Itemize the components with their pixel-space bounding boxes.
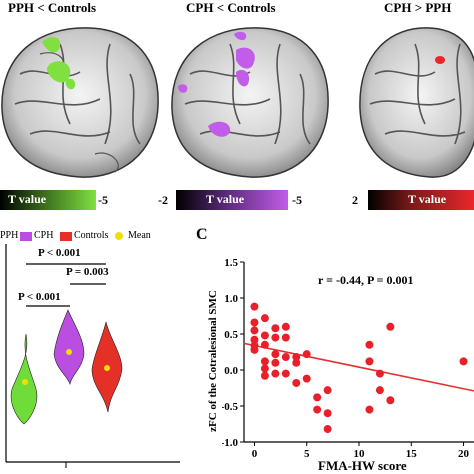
data-point	[260, 331, 269, 340]
colorbar-3-label: T value	[408, 192, 447, 206]
scatter-plot: 1.5 1.0 0.5 0.0 -0.5 -1.0 0 5 10 15 20	[222, 257, 474, 460]
y-tick-label: 1.5	[224, 257, 238, 269]
data-point	[292, 378, 301, 387]
data-point	[260, 340, 269, 349]
panel-a-title-1: PPH < Controls	[8, 0, 97, 15]
activation-blob-cph-1	[234, 31, 247, 41]
violin-legend: PPH CPH Controls Mean	[0, 230, 175, 244]
data-point	[313, 405, 322, 414]
colorbar-1: T value	[0, 190, 96, 210]
data-point	[260, 364, 269, 373]
data-point	[323, 409, 332, 418]
activation-blob-pph-3	[65, 78, 76, 90]
activation-blob-cph-5	[208, 121, 231, 137]
data-point	[250, 318, 259, 327]
colorbar-2: T value	[176, 190, 288, 210]
data-point	[281, 322, 290, 331]
data-point	[375, 369, 384, 378]
data-point	[365, 340, 374, 349]
activation-blob-cph-pph	[435, 56, 445, 64]
activation-blob-pph-2	[47, 61, 71, 83]
x-tick-label: 15	[406, 448, 418, 460]
y-tick-label: 1.0	[224, 293, 238, 305]
legend-label-controls: Controls	[74, 230, 109, 241]
data-point	[302, 350, 311, 359]
violin-pph	[10, 333, 38, 425]
x-tick-label: 0	[252, 448, 258, 460]
y-tick-label: -0.5	[222, 401, 238, 413]
comparison-pph-controls: P < 0.001	[38, 247, 81, 259]
data-point	[292, 353, 301, 362]
y-tick-label: -1.0	[222, 437, 238, 449]
x-tick-label: 5	[304, 448, 310, 460]
data-point	[250, 326, 259, 335]
activation-blob-cph-4	[178, 84, 188, 93]
violin-cph	[53, 309, 85, 386]
colorbar-2-right: -5	[292, 193, 302, 207]
data-point	[271, 358, 280, 367]
y-tick-label: 0.0	[224, 365, 238, 377]
data-point	[250, 302, 259, 311]
data-point	[260, 357, 269, 366]
data-point	[271, 350, 280, 359]
data-point	[365, 357, 374, 366]
brain-render-1	[1, 27, 159, 178]
data-point	[260, 371, 269, 380]
data-point	[459, 357, 468, 366]
data-point	[323, 386, 332, 395]
colorbar-3-left: 2	[352, 193, 358, 207]
activation-blob-cph-2	[236, 47, 255, 69]
data-point	[386, 396, 395, 405]
legend-swatch-mean	[115, 232, 123, 240]
data-point	[281, 353, 290, 362]
legend-label-cph: CPH	[34, 230, 54, 241]
x-axis-label: FMA-HW score	[318, 458, 407, 473]
data-point	[271, 369, 280, 378]
data-point	[313, 393, 322, 402]
regression-line	[243, 342, 474, 392]
data-point	[281, 369, 290, 378]
colorbar-1-right: -5	[98, 193, 108, 207]
data-point	[250, 335, 259, 344]
x-tick-label: 20	[458, 448, 470, 460]
mean-dot-controls	[104, 365, 110, 371]
brain-renders	[1, 27, 474, 178]
data-point	[323, 425, 332, 434]
data-point	[375, 386, 384, 395]
comparison-pph-cph: P < 0.001	[18, 291, 61, 303]
brain-render-3	[359, 27, 474, 178]
data-point	[386, 322, 395, 331]
x-tick-label: 10	[354, 448, 366, 460]
panel-a-title-2: CPH < Controls	[186, 0, 276, 15]
colorbar-3: T value	[368, 190, 474, 210]
data-point	[281, 333, 290, 342]
panel-c-letter: C	[196, 226, 208, 243]
colorbar-2-label: T value	[206, 192, 245, 206]
data-point	[365, 405, 374, 414]
y-tick-label: 0.5	[224, 329, 238, 341]
y-axis-label: zFC of the Cotralesional SMC	[207, 290, 219, 432]
data-point	[260, 314, 269, 323]
panel-c-stat: r = -0.44, P = 0.001	[318, 273, 414, 287]
data-point	[302, 374, 311, 383]
legend-swatch-cph	[20, 232, 32, 241]
legend-swatch-controls	[60, 232, 72, 241]
panel-a-title-3: CPH > PPH	[384, 0, 452, 15]
data-point	[250, 345, 259, 354]
brain-render-2	[171, 27, 329, 178]
mean-dot-cph	[66, 349, 72, 355]
colorbar-1-label: T value	[8, 192, 47, 206]
violin-plot	[5, 244, 180, 468]
comparison-cph-controls: P = 0.003	[66, 266, 109, 278]
activation-blob-pph-1	[42, 37, 61, 53]
colorbar-2-left: -2	[158, 193, 168, 207]
data-point	[271, 333, 280, 342]
activation-blob-cph-3	[236, 69, 250, 87]
data-point	[292, 358, 301, 367]
mean-dot-pph	[22, 379, 28, 385]
legend-label-mean: Mean	[128, 230, 151, 241]
legend-label-pph: PPH	[0, 230, 19, 241]
data-point	[271, 324, 280, 333]
